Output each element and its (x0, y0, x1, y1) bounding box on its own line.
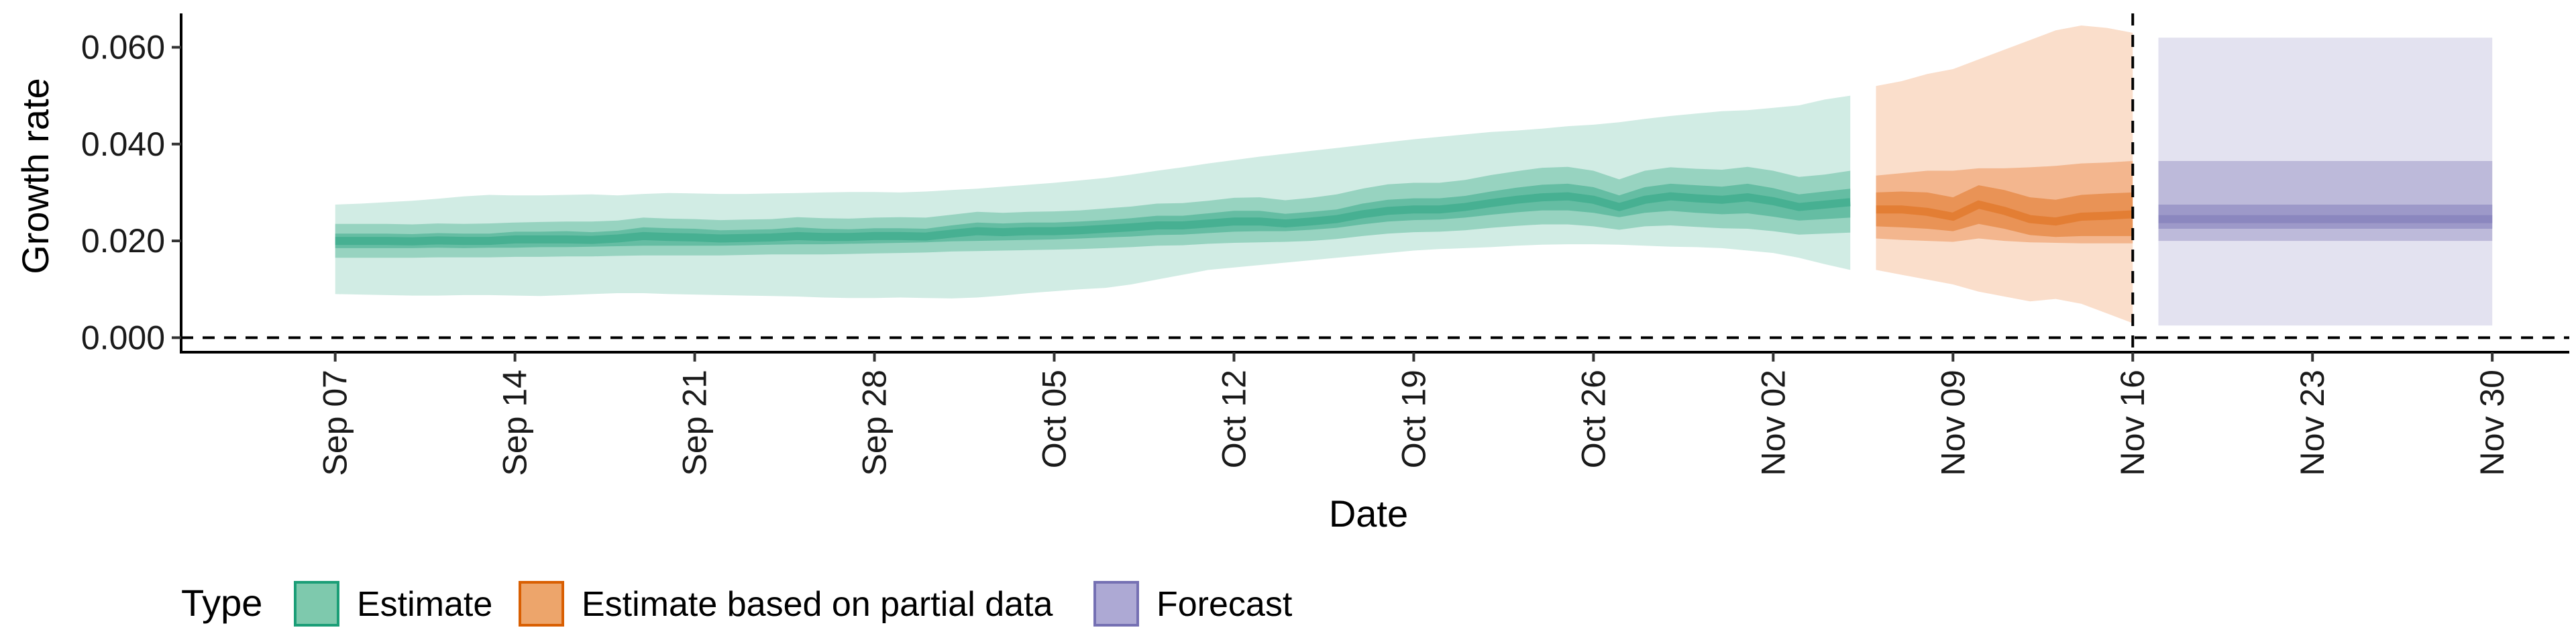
reference-line-layer (181, 13, 2569, 352)
x-tick-label: Sep 28 (856, 370, 894, 476)
y-tick-label: 0.000 (81, 319, 165, 356)
legend-title: Type (181, 582, 262, 624)
forecast-50-band (2158, 205, 2493, 229)
legend-swatch (294, 581, 339, 627)
x-tick-label: Nov 02 (1754, 370, 1792, 476)
x-tick-label: Sep 07 (317, 370, 354, 476)
legend-label: Estimate based on partial data (582, 585, 1053, 624)
legend-label: Estimate (357, 585, 492, 624)
x-tick-label: Nov 16 (2114, 370, 2151, 476)
x-axis-title: Date (1329, 492, 1408, 535)
y-tick-label: 0.060 (81, 29, 165, 66)
legend: Type Estimate Estimate based on partial da… (181, 581, 1293, 627)
x-tick-label: Sep 14 (496, 370, 534, 476)
y-tick-label: 0.040 (81, 125, 165, 163)
legend-swatch (1093, 581, 1139, 627)
estimate-based-on-partial-data-50-band (1876, 185, 2133, 237)
x-tick-label: Oct 05 (1036, 370, 1073, 468)
x-tick-label: Sep 21 (676, 370, 714, 476)
forecast-90-band (2158, 161, 2493, 241)
estimate-based-on-partial-data-outer-band (1876, 25, 2133, 323)
estimate-90-band (335, 166, 1851, 258)
y-tick-label: 0.020 (81, 222, 165, 260)
legend-swatch (519, 581, 564, 627)
estimate-based-on-partial-data-90-band (1876, 161, 2133, 244)
forecast-outer-band (2158, 38, 2493, 326)
y-axis-title: Growth rate (14, 78, 56, 274)
estimate-based-on-partial-data-median-line (1876, 200, 2133, 226)
x-tick-label: Oct 19 (1395, 370, 1432, 468)
estimate-median-line (335, 192, 1851, 246)
x-tick-label: Nov 23 (2294, 370, 2331, 476)
estimate-50-band (335, 183, 1851, 248)
axes-layer: 0.000 0.020 0.040 0.060 Sep 07 Sep 14 Sep 21 Se… (14, 13, 2569, 535)
x-tick-label: Oct 26 (1574, 370, 1612, 468)
x-tick-label: Nov 30 (2473, 370, 2511, 476)
legend-label: Forecast (1157, 585, 1293, 624)
band-layer (335, 25, 2493, 326)
x-tick-label: Oct 12 (1215, 370, 1252, 468)
estimate-outer-band (335, 95, 1851, 299)
median-layer (335, 192, 2493, 246)
x-tick-label: Nov 09 (1934, 370, 1972, 476)
